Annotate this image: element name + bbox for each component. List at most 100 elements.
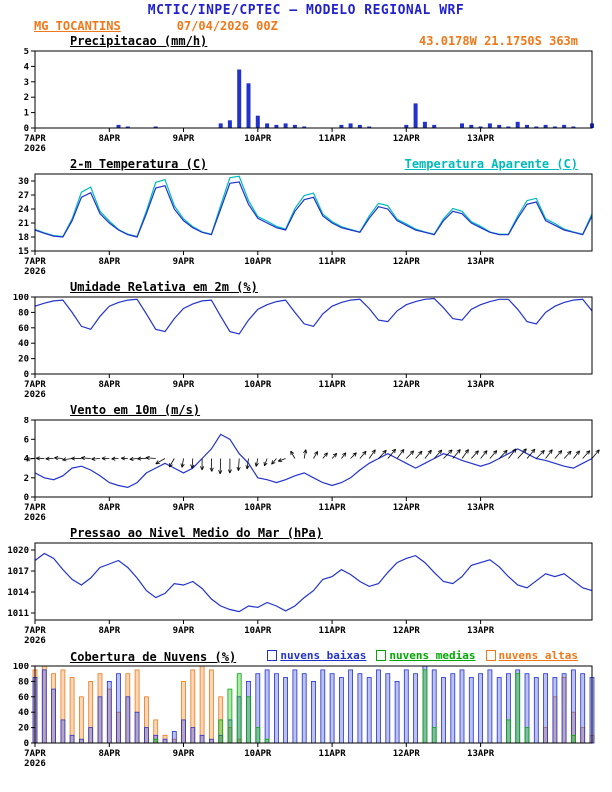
svg-text:12APR: 12APR (393, 503, 421, 513)
svg-text:13APR: 13APR (467, 257, 495, 267)
svg-text:2026: 2026 (24, 513, 46, 523)
svg-text:40: 40 (18, 708, 29, 718)
svg-text:10APR: 10APR (244, 134, 272, 144)
svg-text:13APR: 13APR (467, 503, 495, 513)
svg-text:12APR: 12APR (393, 257, 421, 267)
svg-text:8: 8 (24, 417, 29, 426)
svg-text:11APR: 11APR (319, 749, 347, 759)
svg-text:1017: 1017 (7, 567, 29, 577)
svg-text:10APR: 10APR (244, 626, 272, 636)
svg-text:9APR: 9APR (173, 626, 195, 636)
subheader: MG TOCANTINS 07/04/2026 00Z (0, 19, 612, 33)
svg-text:10APR: 10APR (244, 380, 272, 390)
svg-text:7APR: 7APR (24, 380, 46, 390)
svg-text:13APR: 13APR (467, 134, 495, 144)
svg-text:18: 18 (18, 233, 29, 243)
svg-text:9APR: 9APR (173, 749, 195, 759)
svg-text:6: 6 (24, 435, 29, 445)
svg-text:7APR: 7APR (24, 503, 46, 513)
svg-text:24: 24 (18, 205, 29, 215)
svg-text:13APR: 13APR (467, 380, 495, 390)
cloud-cover-title: Cobertura de Nuvens (%) (70, 650, 237, 664)
svg-text:9APR: 9APR (173, 134, 195, 144)
svg-text:8APR: 8APR (98, 503, 120, 513)
svg-text:9APR: 9APR (173, 257, 195, 267)
svg-text:80: 80 (18, 677, 29, 687)
svg-text:80: 80 (18, 308, 29, 318)
svg-text:8APR: 8APR (98, 380, 120, 390)
svg-text:8APR: 8APR (98, 749, 120, 759)
humidity-title: Umidade Relativa em 2m (%) (70, 280, 258, 294)
legend-item-mid-clouds: nuvens medias (376, 649, 476, 662)
apparent-temperature-label: Temperatura Aparente (C) (404, 157, 578, 171)
high-clouds-label: nuvens altas (498, 649, 578, 662)
station-label: MG TOCANTINS (34, 19, 121, 33)
svg-text:11APR: 11APR (319, 380, 347, 390)
svg-text:11APR: 11APR (319, 257, 347, 267)
svg-text:10APR: 10APR (244, 503, 272, 513)
svg-text:100: 100 (13, 294, 29, 303)
mid-clouds-swatch-icon (376, 650, 387, 661)
svg-text:2026: 2026 (24, 267, 46, 277)
panel-temperature: 2-m Temperatura (C) Temperatura Aparente… (0, 157, 612, 279)
page-title: MCTIC/INPE/CPTEC — MODELO REGIONAL WRF (147, 3, 465, 18)
svg-text:11APR: 11APR (319, 134, 347, 144)
svg-text:100: 100 (13, 663, 29, 672)
svg-text:0: 0 (24, 370, 29, 380)
svg-text:2: 2 (24, 93, 29, 103)
low-clouds-swatch-icon (267, 650, 278, 661)
legend-item-high-clouds: nuvens altas (485, 649, 578, 662)
svg-text:8APR: 8APR (98, 626, 120, 636)
svg-text:12APR: 12APR (393, 749, 421, 759)
svg-text:1020: 1020 (7, 546, 29, 556)
panel-pressure: Pressao ao Nivel Medio do Mar (hPa) 1011… (0, 526, 612, 648)
svg-text:60: 60 (18, 324, 29, 334)
svg-text:13APR: 13APR (467, 626, 495, 636)
svg-text:4: 4 (24, 455, 30, 465)
run-datetime: 07/04/2026 00Z (176, 19, 278, 33)
svg-text:3: 3 (24, 78, 29, 88)
svg-text:7APR: 7APR (24, 134, 46, 144)
panel-precipitation: Precipitacao (mm/h) 43.0178W 21.1750S 36… (0, 34, 612, 156)
temperature-title: 2-m Temperatura (C) (70, 157, 208, 171)
svg-text:15: 15 (18, 247, 29, 257)
meteogram-page: MCTIC/INPE/CPTEC — MODELO REGIONAL WRF M… (0, 3, 612, 771)
precipitation-title: Precipitacao (mm/h) (70, 34, 208, 48)
svg-text:12APR: 12APR (393, 626, 421, 636)
svg-text:21: 21 (18, 219, 29, 229)
svg-text:2026: 2026 (24, 759, 46, 769)
svg-text:8APR: 8APR (98, 257, 120, 267)
mid-clouds-label: nuvens medias (389, 649, 476, 662)
svg-text:7APR: 7APR (24, 626, 46, 636)
svg-text:5: 5 (24, 48, 29, 57)
cloud-legend: nuvens baixas nuvens medias nuvens altas (267, 649, 578, 662)
svg-text:7APR: 7APR (24, 257, 46, 267)
svg-text:20: 20 (18, 724, 29, 734)
svg-text:30: 30 (18, 177, 29, 187)
svg-text:11APR: 11APR (319, 626, 347, 636)
svg-text:8APR: 8APR (98, 134, 120, 144)
svg-text:60: 60 (18, 693, 29, 703)
svg-text:1014: 1014 (7, 588, 29, 598)
svg-text:0: 0 (24, 739, 29, 749)
svg-text:13APR: 13APR (467, 749, 495, 759)
svg-text:12APR: 12APR (393, 380, 421, 390)
svg-text:7APR: 7APR (24, 749, 46, 759)
svg-text:11APR: 11APR (319, 503, 347, 513)
svg-text:2026: 2026 (24, 636, 46, 646)
panel-cloud-cover: Cobertura de Nuvens (%) nuvens baixas nu… (0, 649, 612, 771)
svg-text:2026: 2026 (24, 144, 46, 154)
panel-wind: Vento em 10m (m/s) 0 2 4 6 8 7APR 2026 8APR 9APR… (0, 403, 612, 525)
svg-text:40: 40 (18, 339, 29, 349)
svg-text:9APR: 9APR (173, 380, 195, 390)
high-clouds-swatch-icon (485, 650, 496, 661)
svg-text:2: 2 (24, 474, 29, 484)
svg-text:4: 4 (24, 62, 30, 72)
pressure-title: Pressao ao Nivel Medio do Mar (hPa) (70, 526, 323, 540)
